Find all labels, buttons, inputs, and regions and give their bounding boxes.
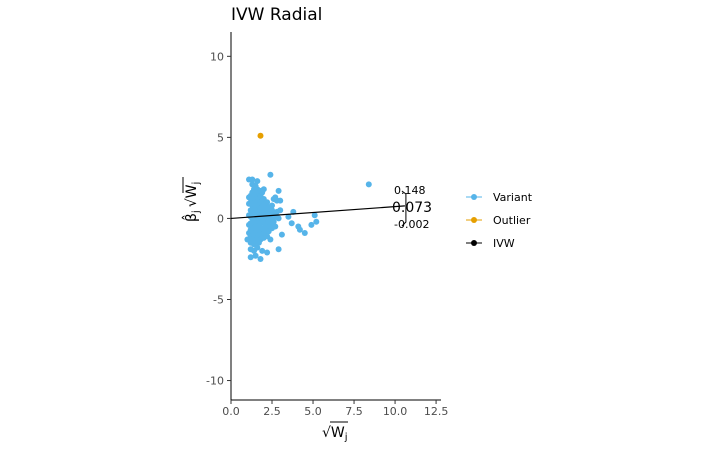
legend-key-dot-outlier <box>471 217 477 223</box>
y-axis-title-beta-sub: j <box>191 210 202 214</box>
estimate-label: 0.073 <box>392 200 432 216</box>
legend-item-ivw: IVW <box>466 237 515 250</box>
variant-point <box>275 246 282 253</box>
variant-point <box>267 171 274 178</box>
x-tick-label: 7.5 <box>345 405 363 418</box>
legend: Variant Outlier IVW <box>466 191 533 250</box>
y-axis-title-sqrt: √W <box>184 184 200 207</box>
y-axis-title-beta: β̂ <box>181 213 200 222</box>
variant-point <box>313 218 320 225</box>
variant-point <box>264 249 271 256</box>
legend-item-variant: Variant <box>466 191 533 204</box>
variant-point <box>308 221 315 228</box>
variant-point <box>277 207 284 214</box>
ivw-line <box>230 205 405 220</box>
y-tick-label: 5 <box>217 131 224 144</box>
ci-upper-label: 0.148 <box>394 184 426 197</box>
legend-key-dot-ivw <box>471 240 477 246</box>
ci-bracket <box>401 190 407 227</box>
y-axis-title: β̂j√Wj <box>181 177 202 222</box>
variant-point <box>257 256 264 262</box>
ci-lower-label: -0.002 <box>394 218 429 231</box>
plot-area <box>230 132 407 262</box>
legend-label-ivw: IVW <box>493 237 515 250</box>
variant-point <box>247 254 254 261</box>
x-axis-title-main: √W <box>322 425 345 441</box>
variant-point <box>272 223 279 230</box>
variant-point <box>252 252 259 259</box>
x-tick-label: 12.5 <box>424 405 449 418</box>
variant-point <box>365 181 372 188</box>
series-variant <box>244 171 372 262</box>
variant-point <box>259 247 266 254</box>
variant-point <box>311 212 318 219</box>
x-tick-label: 10.0 <box>383 405 408 418</box>
variant-point <box>275 187 282 194</box>
legend-label-variant: Variant <box>493 191 533 204</box>
chart-title: IVW Radial <box>231 5 322 25</box>
x-tick-label: 0.0 <box>222 405 240 418</box>
variant-point <box>288 220 295 227</box>
variant-point <box>269 202 275 209</box>
variant-point <box>254 244 261 251</box>
legend-key-dot-variant <box>471 194 477 200</box>
x-axis-title-sub: j <box>344 432 348 443</box>
y-tick-label: 0 <box>217 212 224 225</box>
outlier-point <box>257 132 264 139</box>
y-axis-title-sqrt-sub: j <box>191 182 202 186</box>
variant-point <box>275 215 282 222</box>
y-axis-ticks: -10 -5 0 5 10 <box>206 50 231 388</box>
svg-text:√Wj: √Wj <box>322 425 348 443</box>
legend-label-outlier: Outlier <box>493 214 531 227</box>
variant-point <box>278 231 285 238</box>
variant-point <box>296 226 303 233</box>
variant-point <box>260 186 267 193</box>
variant-point <box>277 197 284 204</box>
x-axis-ticks: 0.0 2.5 5.0 7.5 10.0 12.5 <box>222 400 448 418</box>
variant-point <box>254 178 261 185</box>
variant-point <box>301 230 308 236</box>
y-tick-label: -10 <box>206 375 224 388</box>
y-tick-label: 10 <box>210 50 224 63</box>
variant-point <box>264 199 271 206</box>
series-outlier <box>257 132 264 139</box>
variant-point <box>285 213 292 220</box>
x-tick-label: 2.5 <box>263 405 281 418</box>
variant-point <box>270 218 277 225</box>
variant-point <box>249 176 256 183</box>
x-tick-label: 5.0 <box>304 405 322 418</box>
variant-point <box>267 236 274 243</box>
x-axis-title: √Wj <box>322 421 348 443</box>
legend-item-outlier: Outlier <box>466 214 531 227</box>
y-tick-label: -5 <box>213 293 224 306</box>
svg-text:β̂j√Wj: β̂j√Wj <box>181 182 202 222</box>
